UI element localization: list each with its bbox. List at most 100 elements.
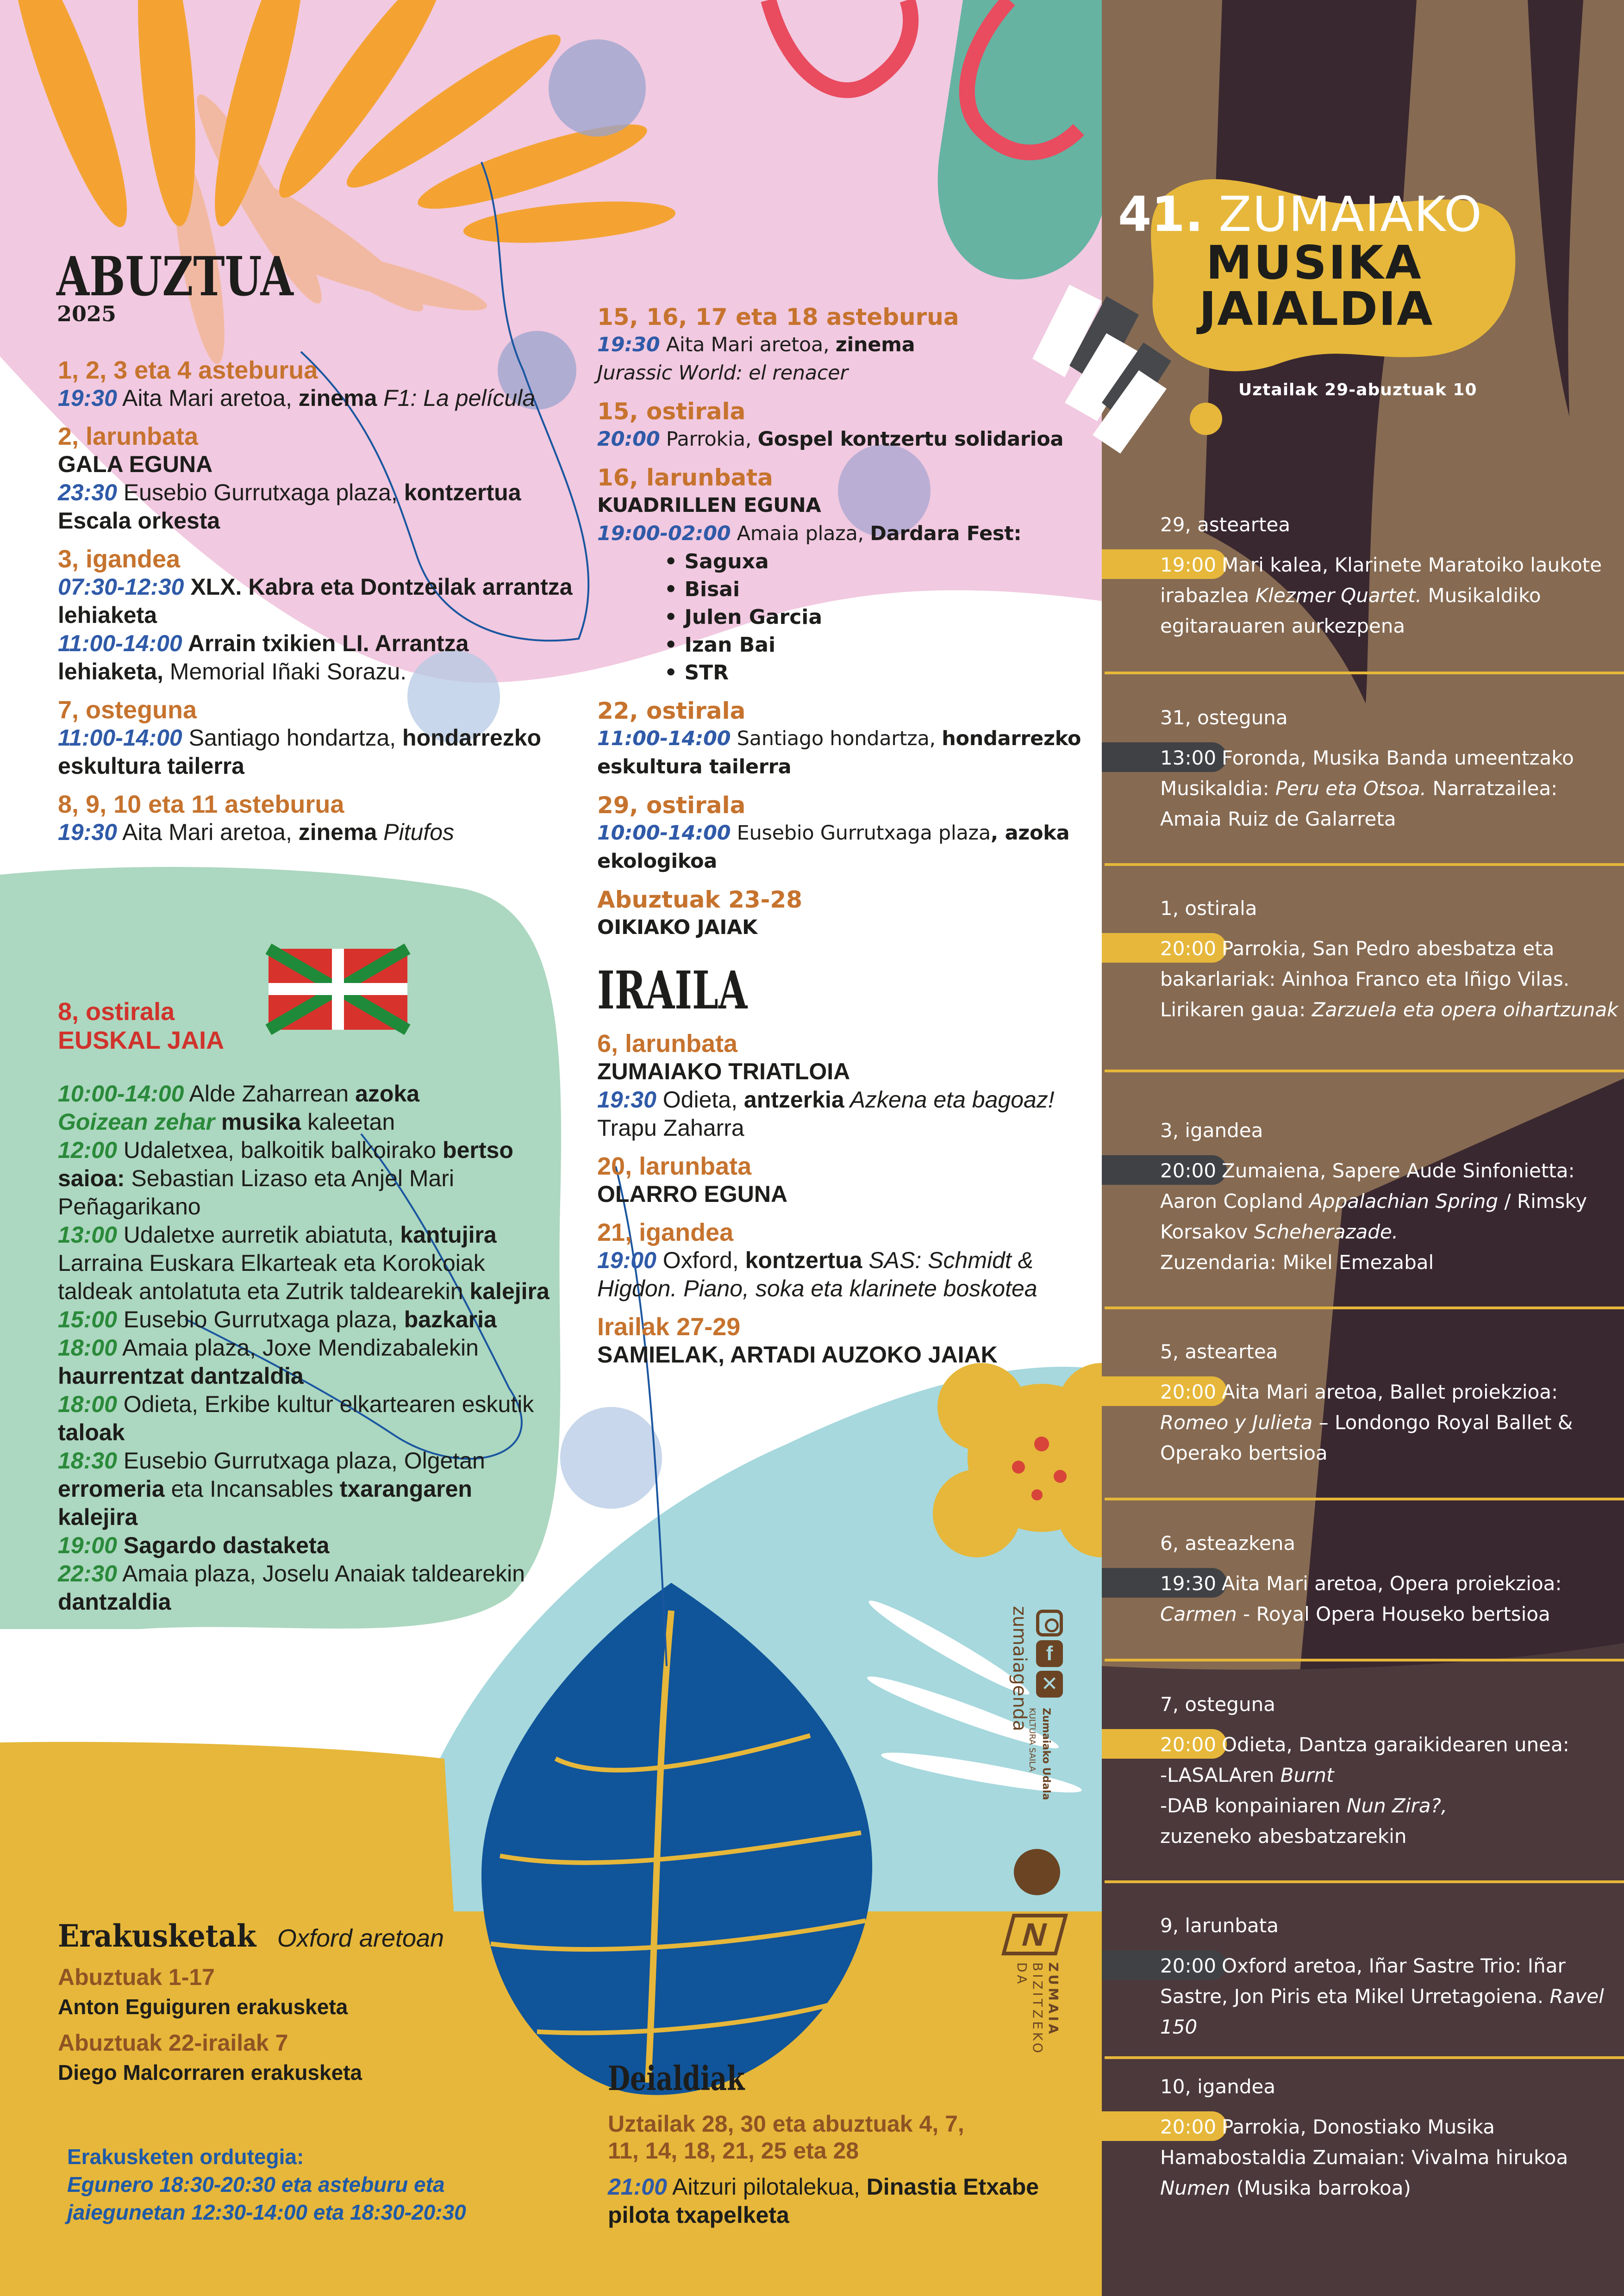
event-time: 20:00: [1160, 1733, 1217, 1756]
month-title-iraila: IRAILA: [597, 960, 748, 1021]
event-block: 15, ostirala 20:00 Parrokia, Gospel kontz…: [597, 398, 1088, 454]
event-time: 20:00: [597, 428, 660, 451]
program-event: 7, osteguna 20:00 Odieta, Dantza garaikide…: [1102, 1693, 1618, 1852]
event-time: 19:00-02:00: [597, 522, 731, 545]
event-date-heading: 16, larunbata: [597, 464, 773, 491]
event-time: 15:00: [58, 1307, 117, 1332]
green-region: [0, 867, 562, 1629]
text-segment: Ravel 150: [1160, 1985, 1604, 2038]
exhibitions-title: Erakusketak: [58, 1918, 256, 1954]
text-segment: - Royal Opera Houseko bertsioa: [1237, 1603, 1550, 1625]
festival-title-line2: MUSIKA: [1206, 236, 1423, 290]
event-description: 13:00 Foronda, Musika Banda umeentzako Mu…: [1160, 743, 1618, 834]
event-time: 07:30-12:30: [58, 574, 184, 600]
event-description: 20:00 Parrokia, Donostiako Musika Hamabos…: [1160, 2112, 1618, 2203]
festival-title-line3: JAIALDIA: [1199, 282, 1434, 336]
event-time: 11:00-14:00: [597, 727, 731, 750]
text-segment: Romeo y Julieta: [1160, 1411, 1313, 1434]
exhibition-schedule-hours: Egunero 18:30-20:30 eta asteburu eta jai…: [67, 2172, 466, 2224]
event-block: 1, 2, 3 eta 4 asteburua 19:30 Aita Mari a…: [58, 356, 576, 412]
event-date-heading: 7, osteguna: [58, 696, 197, 724]
exhibitions-header: Erakusketak Oxford aretoan: [58, 1921, 444, 1953]
divider-line: [1105, 863, 1624, 866]
text-segment: Aita Mari aretoa, Ballet proiekzioa:: [1222, 1381, 1558, 1403]
exhibition-name: Diego Malcorraren erakusketa: [58, 2060, 362, 2084]
event-date-heading: Abuztuak 23-28: [597, 886, 802, 913]
text-segment: musika: [215, 1109, 301, 1135]
text-segment: Dinastia Etxabe pilota txapelketa: [608, 2174, 1039, 2228]
text-segment: Santiago hondartza,: [731, 727, 942, 750]
time-pill: [1102, 1568, 1227, 1598]
text-segment: kantujira: [400, 1222, 497, 1248]
text-line: Goizean zehar musika kaleetan: [58, 1108, 553, 1136]
exhibition-name: Anton Eguiguren erakusketa: [58, 1995, 348, 2019]
brand-zumaia: ZUMAIA: [1046, 1962, 1061, 2037]
time-pill: [1102, 933, 1227, 963]
text-segment: kalejira: [469, 1278, 550, 1304]
calls-dates: Uztailak 28, 30 eta abuztuak 4, 7, 11, 1…: [608, 2111, 964, 2164]
lineup-item: Julen Garcia: [597, 604, 1088, 631]
event-time: 19:30: [1160, 1572, 1217, 1595]
big-blue-leaf: [481, 1583, 873, 2095]
event-time: 19:30: [58, 819, 117, 845]
event-date-heading: 22, ostirala: [597, 697, 746, 724]
program-event: 6, asteazkena 19:30 Aita Mari aretoa, Oper…: [1102, 1532, 1618, 1630]
text-segment: Eusebio Gurrutxaga plaza, Olgetan: [117, 1448, 485, 1474]
event-time: 19:30: [597, 333, 660, 356]
event-block: 8, 9, 10 eta 11 asteburua 19:30 Aita Mari…: [58, 790, 576, 846]
text-line: ZUMAIAKO TRIATLOIA: [597, 1058, 1088, 1086]
text-segment: ZUMAIAKO TRIATLOIA: [597, 1058, 850, 1084]
event-day: 31, osteguna: [1160, 706, 1288, 729]
text-segment: Larraina Euskara Elkarteak eta Korokoiak…: [58, 1250, 485, 1304]
event-block: 7, osteguna 11:00-14:00 Santiago hondartz…: [58, 696, 576, 780]
event-time: 18:00: [58, 1335, 117, 1361]
text-segment: -DAB konpainiaren: [1160, 1794, 1341, 1817]
divider-line: [1105, 672, 1624, 674]
event-date-heading: 29, ostirala: [597, 792, 746, 819]
text-segment: Gospel kontzertu solidarioa: [757, 428, 1064, 451]
event-date-heading: 20, larunbata: [597, 1152, 752, 1180]
festival-dates: Uztailak 29-abuztuak 10: [1238, 380, 1477, 399]
text-segment: eta Incansables: [164, 1476, 340, 1502]
text-segment: kontzertua Escala orkesta: [58, 479, 521, 534]
text-line: 10:00-14:00 Alde Zaharrean azoka: [58, 1080, 553, 1108]
text-segment: Zuzendaria: Mikel Emezabal: [1160, 1251, 1434, 1274]
header-yellow-blob: [1151, 179, 1516, 372]
text-segment: Carmen: [1160, 1603, 1237, 1625]
text-segment: Amaia plaza,: [731, 522, 870, 545]
text-segment: / Rimsky Korsakov: [1160, 1190, 1587, 1243]
august-left-column: 1, 2, 3 eta 4 asteburua 19:30 Aita Mari a…: [58, 356, 576, 857]
instagram-icon[interactable]: [1036, 1610, 1063, 1636]
text-line: 23:30 Eusebio Gurrutxaga plaza, kontzert…: [58, 479, 576, 535]
festival-edition: 41.: [1118, 186, 1204, 243]
event-block: 29, ostirala 10:00-14:00 Eusebio Gurrutxa…: [597, 791, 1088, 876]
text-segment: Udaletxea, balkoitik balkoirako: [117, 1137, 443, 1163]
text-segment: kontzertua: [745, 1247, 862, 1273]
facebook-icon[interactable]: f: [1036, 1640, 1063, 1667]
text-line: SAMIELAK, ARTADI AUZOKO JAIAK: [597, 1341, 1088, 1369]
text-segment: Pitufos: [377, 819, 455, 845]
event-block: 2, larunbata GALA EGUNA 23:30 Eusebio Gurr…: [58, 423, 576, 535]
text-segment: Amaia plaza, Joxe Mendizabalekin: [117, 1335, 479, 1361]
event-time: 18:30: [58, 1448, 117, 1474]
event-description: 19:30 Aita Mari aretoa, Opera proiekzioa:…: [1160, 1568, 1618, 1630]
text-segment: Eusebio Gurrutxaga plaza: [731, 821, 991, 845]
x-icon[interactable]: ✕: [1036, 1671, 1063, 1698]
lineup-item: Saguxa: [597, 548, 1088, 576]
text-line: 15:00 Eusebio Gurrutxaga plaza, bazkaria: [58, 1306, 553, 1334]
exhibition-schedule-label: Erakusketen ordutegia:: [67, 2145, 304, 2169]
kultura-saila-label: KULTURA SAILA: [1027, 1708, 1037, 1772]
brand-da: DA: [1014, 1962, 1030, 1987]
text-segment: Santiago hondartza,: [182, 725, 403, 751]
text-line: 13:00 Udaletxe aurretik abiatuta, kantuj…: [58, 1221, 553, 1306]
event-block: 20, larunbata OLARRO EGUNA: [597, 1152, 1088, 1208]
divider-line: [1105, 1070, 1624, 1072]
event-time: 20:00: [1160, 1381, 1217, 1403]
text-segment: bertso saioa:: [58, 1137, 513, 1191]
festival-title-line1: 41. ZUMAIAKO: [1118, 189, 1483, 240]
text-segment: Amaia plaza, Joselu Anaiak taldearekin: [117, 1561, 525, 1587]
event-block: 15, 16, 17 eta 18 asteburua 19:30 Aita Ma…: [597, 303, 1088, 387]
text-segment: OIKIAKO JAIAK: [597, 916, 758, 939]
event-time: 20:00: [1160, 1159, 1217, 1182]
